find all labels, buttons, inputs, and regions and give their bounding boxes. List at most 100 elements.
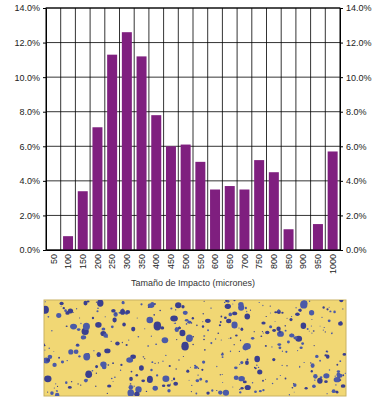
tick: 250: [107, 250, 117, 269]
tick: 600: [210, 250, 220, 269]
plot: 0.0%2.0%4.0%6.0%8.0%10.0%12.0%14.0%0.0%2…: [14, 3, 371, 274]
droplet: [202, 321, 203, 323]
tick-label: 500: [181, 254, 191, 269]
droplet: [314, 345, 315, 346]
droplet: [186, 323, 188, 325]
droplet: [48, 347, 49, 349]
droplet: [324, 380, 328, 383]
tick: 400: [151, 250, 161, 269]
droplet: [96, 302, 97, 303]
droplet: [239, 364, 240, 365]
tick-mark: [43, 215, 46, 216]
droplet: [153, 314, 155, 316]
droplet: [114, 376, 116, 377]
droplet: [139, 365, 144, 370]
droplet: [329, 306, 330, 308]
bar: [78, 191, 88, 250]
droplet: [291, 316, 292, 317]
droplet: [136, 374, 139, 377]
droplet: [144, 328, 145, 329]
droplet: [138, 336, 140, 338]
droplet: [78, 355, 80, 357]
droplet: [162, 376, 169, 383]
bar: [269, 172, 279, 250]
droplet: [195, 392, 197, 394]
tick: 750: [254, 250, 264, 269]
droplet: [254, 331, 255, 332]
droplet: [130, 383, 132, 384]
category-divider: [251, 8, 252, 250]
droplet: [61, 305, 62, 307]
droplet: [331, 331, 332, 333]
droplet: [68, 349, 73, 354]
droplet: [320, 376, 323, 378]
droplet: [295, 307, 296, 308]
droplet: [44, 306, 49, 314]
y-axis: 0.0%2.0%4.0%6.0%8.0%10.0%12.0%14.0%: [340, 3, 372, 255]
droplet: [285, 325, 286, 327]
bar: [210, 190, 220, 251]
droplet: [185, 319, 189, 322]
droplet: [102, 365, 107, 370]
droplet: [155, 343, 157, 345]
droplet: [282, 351, 283, 352]
tick: 8.0%: [19, 107, 46, 117]
droplet: [285, 330, 287, 332]
droplet: [129, 385, 134, 390]
droplet: [217, 332, 219, 334]
droplet: [309, 330, 310, 332]
droplet: [314, 379, 316, 380]
droplet: [341, 384, 346, 388]
tick: 100: [63, 250, 73, 269]
droplets: [44, 300, 346, 396]
droplet: [197, 375, 199, 376]
tick: 4.0%: [19, 176, 46, 186]
droplet: [178, 327, 181, 329]
bar: [225, 186, 235, 250]
droplet: [221, 340, 222, 341]
droplet: [178, 359, 179, 360]
axis-line: [46, 9, 47, 251]
droplet: [312, 384, 316, 388]
bar: [137, 56, 147, 250]
droplet: [300, 301, 307, 309]
droplet: [179, 326, 180, 327]
droplet: [307, 328, 309, 330]
droplet: [96, 373, 97, 374]
droplet: [77, 383, 78, 384]
droplet: [311, 363, 315, 368]
droplet: [111, 309, 115, 313]
droplet: [131, 371, 133, 373]
tick: 10.0%: [340, 73, 372, 83]
droplet: [143, 356, 145, 357]
tick-label: 6.0%: [346, 142, 367, 152]
droplet: [192, 317, 194, 319]
droplet: [331, 333, 333, 335]
droplet: [309, 300, 310, 301]
droplet: [122, 301, 125, 304]
droplet: [210, 342, 212, 344]
tick-label: 2.0%: [19, 211, 40, 221]
droplet: [175, 309, 176, 310]
droplet: [239, 351, 240, 352]
droplet: [231, 321, 237, 328]
droplet: [223, 390, 229, 396]
droplet: [222, 356, 224, 358]
droplet: [329, 311, 331, 313]
droplet: [64, 309, 67, 312]
droplet: [342, 308, 343, 309]
droplet: [216, 366, 217, 367]
category-divider: [178, 8, 179, 250]
droplet: [162, 337, 169, 343]
tick-label: 10.0%: [14, 73, 40, 83]
droplet: [158, 362, 159, 363]
droplet: [181, 342, 188, 351]
droplet: [342, 374, 344, 376]
droplet: [153, 386, 158, 391]
droplet: [299, 309, 302, 312]
droplet: [240, 328, 243, 331]
bar: [151, 115, 161, 250]
droplet: [303, 362, 304, 363]
droplet: [58, 357, 60, 359]
droplet: [204, 301, 205, 302]
